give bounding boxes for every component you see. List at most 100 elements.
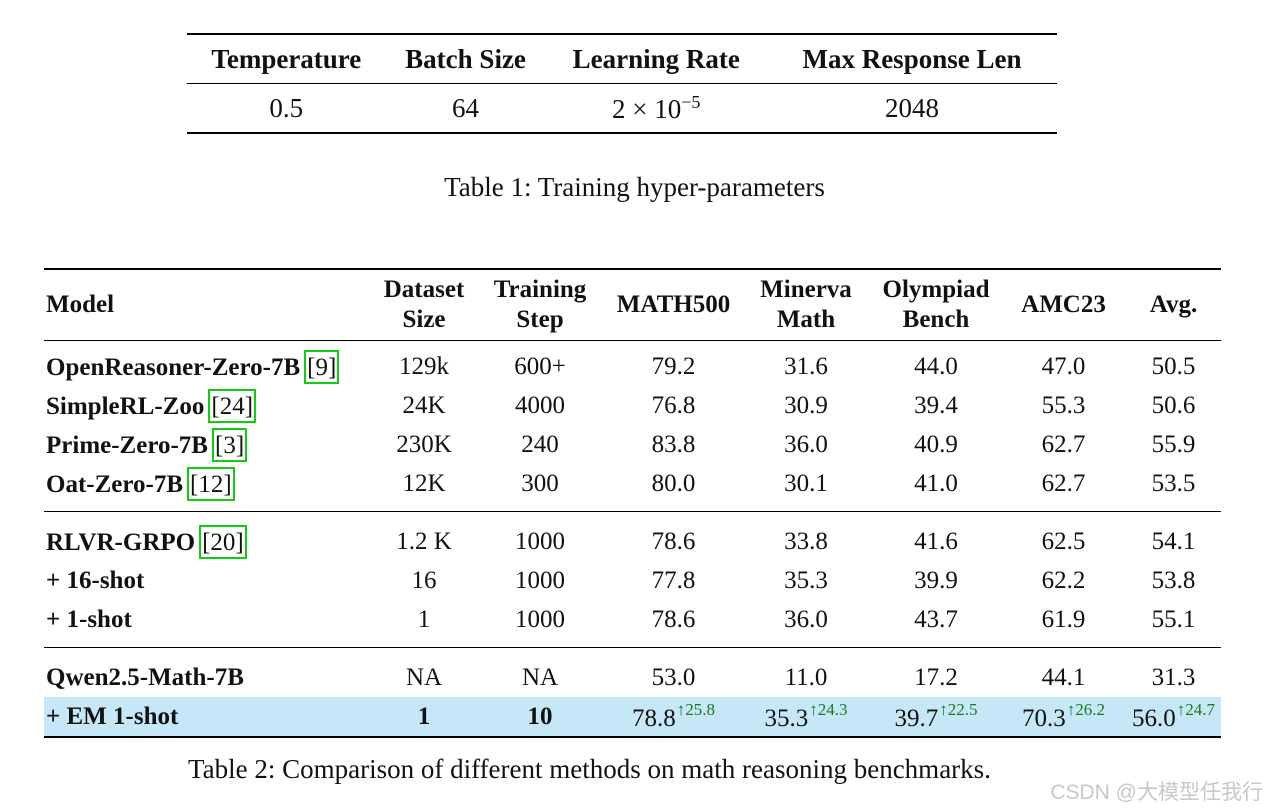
cell-olympiad: 43.7	[871, 600, 1001, 648]
cell-amc23: 62.7	[1001, 464, 1126, 512]
value-avg: 56.0	[1132, 705, 1176, 732]
cell-math500: 79.2	[606, 341, 741, 387]
value-math500: 78.6	[651, 527, 696, 555]
cell-dataset: NA	[374, 648, 474, 698]
value-amc23: 70.3	[1022, 705, 1066, 732]
value-math500: 77.8	[651, 566, 696, 594]
citation-number: 9	[315, 353, 328, 381]
table-row: + 1-shot 1 1000 78.6 36.0 43.7 61.9 55.1	[44, 600, 1221, 648]
citation-link[interactable]: [12]	[187, 466, 235, 501]
value-dataset: 1.2 K	[396, 527, 452, 555]
citation-link[interactable]: [24]	[208, 388, 257, 423]
model-name: + EM 1-shot	[46, 702, 179, 730]
model-name-cell: + EM 1-shot	[44, 697, 374, 737]
cell-avg: 55.9	[1126, 425, 1221, 464]
cell-olympiad: 41.0	[871, 464, 1001, 512]
value-olympiad: 39.9	[914, 566, 958, 594]
header-training-line1: Training	[493, 276, 587, 303]
value-minerva: 36.0	[784, 430, 828, 458]
header-minerva-line1: Minerva	[760, 276, 852, 303]
model-name: OpenReasoner-Zero-7B	[46, 353, 301, 381]
citation-link[interactable]: [3]	[211, 427, 248, 462]
value-amc23: 55.3	[1041, 391, 1086, 419]
header-avg: Avg.	[1126, 269, 1221, 341]
value-minerva: 30.1	[784, 469, 828, 497]
table-row: Prime-Zero-7B [3] 230K 240 83.8 36.0 40.9 62.7 5…	[44, 425, 1221, 464]
cell-minerva: 30.1	[741, 464, 871, 512]
cell-amc23: 47.0	[1001, 341, 1126, 387]
cell-math500: 78.6	[606, 600, 741, 648]
cell-dataset: 16	[374, 561, 474, 600]
cell-dataset: 230K	[374, 425, 474, 464]
cell-step: 10	[474, 697, 606, 737]
table1-learning-rate-value: 2 × 10−5	[546, 84, 767, 134]
cell-amc23: 61.9	[1001, 600, 1126, 648]
value-olympiad: 41.0	[914, 469, 958, 497]
cell-amc23: 55.3	[1001, 386, 1126, 425]
table1-temperature-value: 0.5	[269, 92, 304, 123]
cell-amc23: 44.1	[1001, 648, 1126, 698]
cell-math500: 77.8	[606, 561, 741, 600]
value-olympiad: 43.7	[914, 605, 958, 633]
citation-number: 20	[210, 528, 236, 556]
model-name: Qwen2.5-Math-7B	[46, 663, 244, 691]
value-step: 1000	[515, 605, 565, 633]
value-dataset: 1	[417, 702, 431, 730]
header-model: Model	[44, 269, 374, 341]
model-name-cell: Prime-Zero-7B [3]	[44, 425, 374, 464]
value-math500: 79.2	[651, 352, 696, 380]
cell-minerva: 36.0	[741, 425, 871, 464]
cell-avg: 54.1	[1126, 512, 1221, 562]
cell-math500: 76.8	[606, 386, 741, 425]
cell-minerva: 30.9	[741, 386, 871, 425]
cell-step: 1000	[474, 561, 606, 600]
lr-exponent: −5	[681, 91, 701, 112]
value-olympiad: 39.4	[914, 391, 958, 419]
cell-avg: 50.6	[1126, 386, 1221, 425]
value-amc23: 47.0	[1041, 352, 1086, 380]
gain-math500: ↑25.8	[676, 700, 715, 719]
model-name-cell: SimpleRL-Zoo [24]	[44, 386, 374, 425]
cell-amc23: 62.7	[1001, 425, 1126, 464]
model-name-cell: Qwen2.5-Math-7B	[44, 648, 374, 698]
value-amc23: 62.7	[1041, 469, 1086, 497]
cell-dataset: 1	[374, 697, 474, 737]
cell-olympiad: 39.9	[871, 561, 1001, 600]
model-name: Oat-Zero-7B	[46, 470, 184, 498]
table2-header-row: Model Dataset Size Training Step MATH500 M…	[44, 269, 1221, 341]
value-olympiad: 44.0	[914, 352, 958, 380]
value-step: 10	[527, 702, 553, 730]
cell-minerva: 35.3↑24.3	[741, 697, 871, 737]
value-step: 1000	[515, 566, 565, 594]
table1-caption: Table 1: Training hyper-parameters	[444, 172, 825, 202]
csdn-watermark: CSDN @大模型任我行	[1050, 781, 1263, 804]
table1-batch-size-value: 64	[452, 92, 480, 123]
cell-dataset: 24K	[374, 386, 474, 425]
model-name: SimpleRL-Zoo	[46, 392, 205, 420]
cell-olympiad: 44.0	[871, 341, 1001, 387]
value-olympiad: 40.9	[914, 430, 958, 458]
value-math500: 83.8	[651, 430, 696, 458]
citation-number: 24	[219, 392, 245, 420]
cell-avg: 53.5	[1126, 464, 1221, 512]
model-name: + 1-shot	[46, 605, 132, 633]
value-dataset: 230K	[396, 430, 452, 458]
value-avg: 55.1	[1151, 605, 1196, 633]
cell-math500: 80.0	[606, 464, 741, 512]
model-name-cell: + 16-shot	[44, 561, 374, 600]
value-dataset: 12K	[402, 469, 446, 497]
header-training-step: Training Step	[474, 269, 606, 341]
cell-step: 4000	[474, 386, 606, 425]
citation-link[interactable]: [20]	[199, 524, 247, 559]
value-math500: 78.6	[651, 605, 696, 633]
benchmark-table: Model Dataset Size Training Step MATH500 M…	[44, 268, 1221, 738]
header-olympiad-bench: Olympiad Bench	[871, 269, 1001, 341]
value-step: 240	[521, 430, 559, 458]
citation-link[interactable]: [9]	[304, 349, 340, 384]
value-avg: 50.5	[1151, 352, 1196, 380]
cell-step: 240	[474, 425, 606, 464]
cell-minerva: 11.0	[741, 648, 871, 698]
value-olympiad: 41.6	[914, 527, 958, 555]
model-name: Prime-Zero-7B	[46, 431, 208, 459]
gain-avg: ↑24.7	[1176, 700, 1215, 719]
